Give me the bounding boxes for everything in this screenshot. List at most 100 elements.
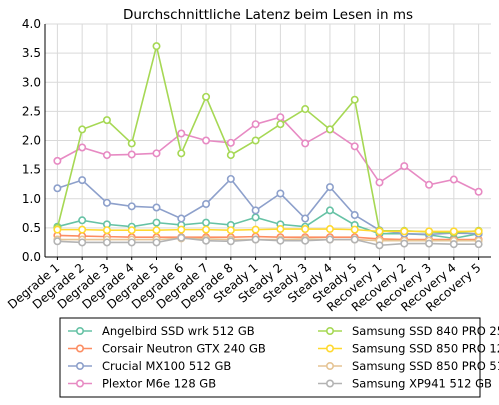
series-line <box>57 228 479 233</box>
y-tick-label: 1.5 <box>22 163 41 177</box>
data-point <box>177 225 186 234</box>
data-point <box>226 237 235 246</box>
data-point <box>202 218 211 227</box>
legend-label: Samsung SSD 850 PRO 512 GB <box>352 359 499 373</box>
data-point <box>325 225 334 234</box>
data-point <box>78 176 87 185</box>
legend-item: Plextor M6e 128 GB <box>68 377 216 391</box>
series-line <box>57 236 479 247</box>
data-point <box>251 120 260 129</box>
data-point <box>425 239 434 248</box>
data-point <box>152 42 161 51</box>
legend-swatch-marker <box>76 361 85 370</box>
y-tick-label: 2.0 <box>22 134 41 148</box>
y-tick-label: 3.5 <box>22 46 41 60</box>
legend-item: Samsung XP941 512 GB <box>318 377 492 391</box>
legend-item: Corsair Neutron GTX 240 GB <box>68 342 266 356</box>
series-line <box>57 177 479 236</box>
data-point <box>350 142 359 151</box>
data-point <box>301 214 310 223</box>
data-point <box>350 95 359 104</box>
y-tick-label: 3.0 <box>22 75 41 89</box>
data-point <box>375 178 384 187</box>
data-point <box>350 235 359 244</box>
data-point <box>276 120 285 129</box>
data-point <box>78 225 87 234</box>
legend-label: Angelbird SSD wrk 512 GB <box>102 324 255 338</box>
data-point <box>177 149 186 158</box>
data-point <box>400 239 409 248</box>
data-point <box>127 150 136 159</box>
data-point <box>78 216 87 225</box>
data-point <box>177 129 186 138</box>
series-3 <box>53 113 483 196</box>
series-7 <box>53 233 483 250</box>
data-point <box>202 236 211 245</box>
data-point <box>276 236 285 245</box>
data-point <box>102 198 111 207</box>
data-point <box>78 143 87 152</box>
data-point <box>102 151 111 160</box>
data-point <box>177 214 186 223</box>
data-point <box>127 139 136 148</box>
data-point <box>400 227 409 236</box>
legend-label: Samsung SSD 850 PRO 128 GB <box>352 342 499 356</box>
y-tick-label: 1.0 <box>22 192 41 206</box>
data-point <box>251 206 260 215</box>
data-point <box>325 125 334 134</box>
series-4 <box>53 42 483 237</box>
legend-swatch-marker <box>325 361 334 370</box>
data-point <box>78 125 87 134</box>
y-tick-label: 4.0 <box>22 17 41 31</box>
legend-swatch-marker <box>76 326 85 335</box>
y-tick-label: 2.5 <box>22 104 41 118</box>
data-point <box>78 238 87 247</box>
data-point <box>251 136 260 145</box>
legend-label: Samsung XP941 512 GB <box>352 377 492 391</box>
data-point <box>226 138 235 147</box>
data-point <box>152 149 161 158</box>
y-tick-label: 0.0 <box>22 250 41 264</box>
legend-item: Samsung SSD 840 PRO 256 GB <box>318 324 499 338</box>
legend-swatch-marker <box>325 326 334 335</box>
data-point <box>474 240 483 249</box>
data-point <box>202 225 211 234</box>
data-point <box>177 233 186 242</box>
data-point <box>251 213 260 222</box>
legend: Angelbird SSD wrk 512 GB Corsair Neutron … <box>59 317 499 398</box>
series-lines <box>53 42 483 250</box>
legend-label: Samsung SSD 840 PRO 256 GB <box>352 324 499 338</box>
data-point <box>127 226 136 235</box>
data-point <box>301 139 310 148</box>
legend-swatch-marker <box>76 379 85 388</box>
data-point <box>127 202 136 211</box>
data-point <box>375 241 384 250</box>
legend-label: Crucial MX100 512 GB <box>102 359 231 373</box>
legend-item: Crucial MX100 512 GB <box>68 359 231 373</box>
series-line <box>57 116 479 193</box>
legend-swatch-marker <box>76 344 85 353</box>
data-point <box>226 226 235 235</box>
data-point <box>152 226 161 235</box>
y-tick-label: 0.5 <box>22 221 41 235</box>
data-point <box>53 225 62 234</box>
data-point <box>449 175 458 184</box>
data-point <box>152 218 161 227</box>
data-point <box>301 105 310 114</box>
legend-label: Plextor M6e 128 GB <box>102 377 216 391</box>
data-point <box>226 174 235 183</box>
data-point <box>276 189 285 198</box>
legend-swatch-marker <box>325 379 334 388</box>
data-point <box>474 227 483 236</box>
data-point <box>152 238 161 247</box>
legend-item: Samsung SSD 850 PRO 128 GB <box>318 342 499 356</box>
legend-label: Corsair Neutron GTX 240 GB <box>102 342 266 356</box>
data-point <box>301 236 310 245</box>
data-point <box>53 156 62 165</box>
data-point <box>449 227 458 236</box>
chart-title: Durchschnittliche Latenz beim Lesen in m… <box>123 7 413 23</box>
data-point <box>276 225 285 234</box>
grid <box>45 23 491 258</box>
